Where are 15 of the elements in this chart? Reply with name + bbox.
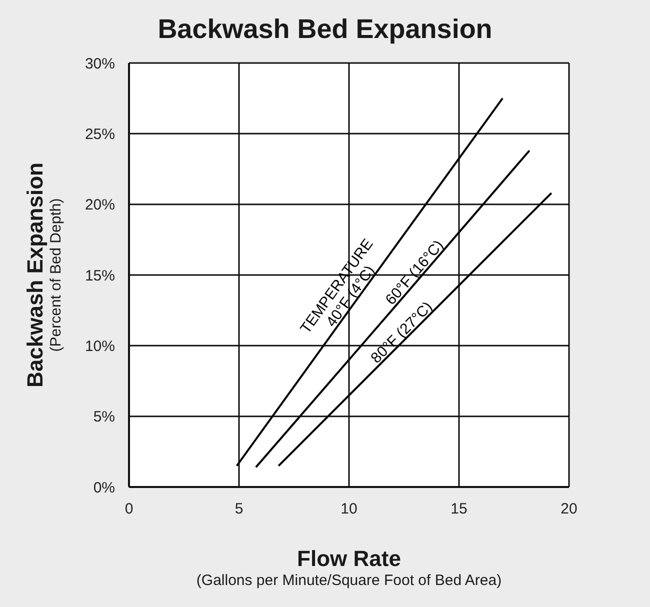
y-tick-label: 5% (93, 408, 115, 426)
y-tick-label: 10% (84, 338, 115, 355)
y-tick-label: 25% (84, 126, 115, 143)
x-tick-label: 20 (560, 500, 578, 518)
x-tick-label: 10 (340, 500, 358, 518)
y-tick-label: 30% (84, 55, 115, 72)
chart-title: Backwash Bed Expansion (156, 14, 494, 45)
x-axis-title: Flow Rate (Gallons per Minute/Square Foot of Bed Area) (195, 546, 503, 589)
y-tick-label: 0% (93, 479, 115, 496)
y-tick-label: 20% (84, 196, 115, 214)
y-axis-title: Backwash Expansion (Percent of Bed Depth) (22, 162, 64, 390)
y-tick-label: 15% (84, 267, 115, 284)
x-tick-label: 15 (450, 500, 468, 518)
x-tick-label: 5 (234, 500, 244, 518)
x-tick-label: 0 (124, 500, 134, 518)
